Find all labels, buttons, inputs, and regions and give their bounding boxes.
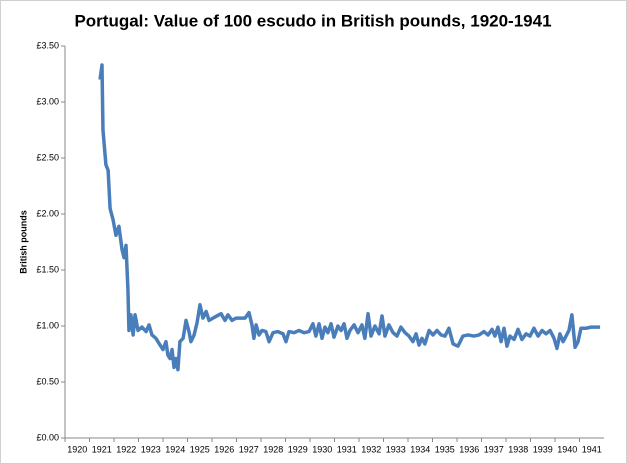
x-tick-label: 1922 [116,444,136,454]
x-tick-label: 1938 [508,444,528,454]
x-tick-label: 1932 [361,444,381,454]
x-tick-label: 1926 [214,444,234,454]
x-tick-label: 1930 [312,444,332,454]
x-tick-label: 1940 [557,444,577,454]
x-tick-label: 1936 [459,444,479,454]
x-tick-label: 1934 [410,444,430,454]
y-tick-label: £0.00 [36,432,59,442]
x-tick-label: 1920 [67,444,87,454]
x-tick-label: 1939 [533,444,553,454]
y-tick-label: £3.00 [36,96,59,106]
data-line [98,63,601,372]
x-tick-label: 1921 [92,444,112,454]
x-tick-label: 1935 [435,444,455,454]
x-tick-label: 1924 [165,444,185,454]
y-tick-label: £2.00 [36,208,59,218]
x-tick-label: 1941 [582,444,602,454]
x-tick-label: 1927 [239,444,259,454]
x-tick-label: 1923 [141,444,161,454]
y-axis-label: British pounds [18,210,28,274]
x-tick-label: 1937 [484,444,504,454]
y-tick-label: £1.00 [36,320,59,330]
x-tick-label: 1933 [386,444,406,454]
x-tick-label: 1929 [288,444,308,454]
x-tick-label: 1928 [263,444,283,454]
x-tick-label: 1925 [190,444,210,454]
y-tick-label: £1.50 [36,264,59,274]
y-tick-label: £3.50 [36,40,59,50]
chart-title: Portugal: Value of 100 escudo in British… [74,11,551,30]
y-tick-label: £0.50 [36,376,59,386]
y-tick-label: £2.50 [36,152,59,162]
x-tick-label: 1931 [337,444,357,454]
